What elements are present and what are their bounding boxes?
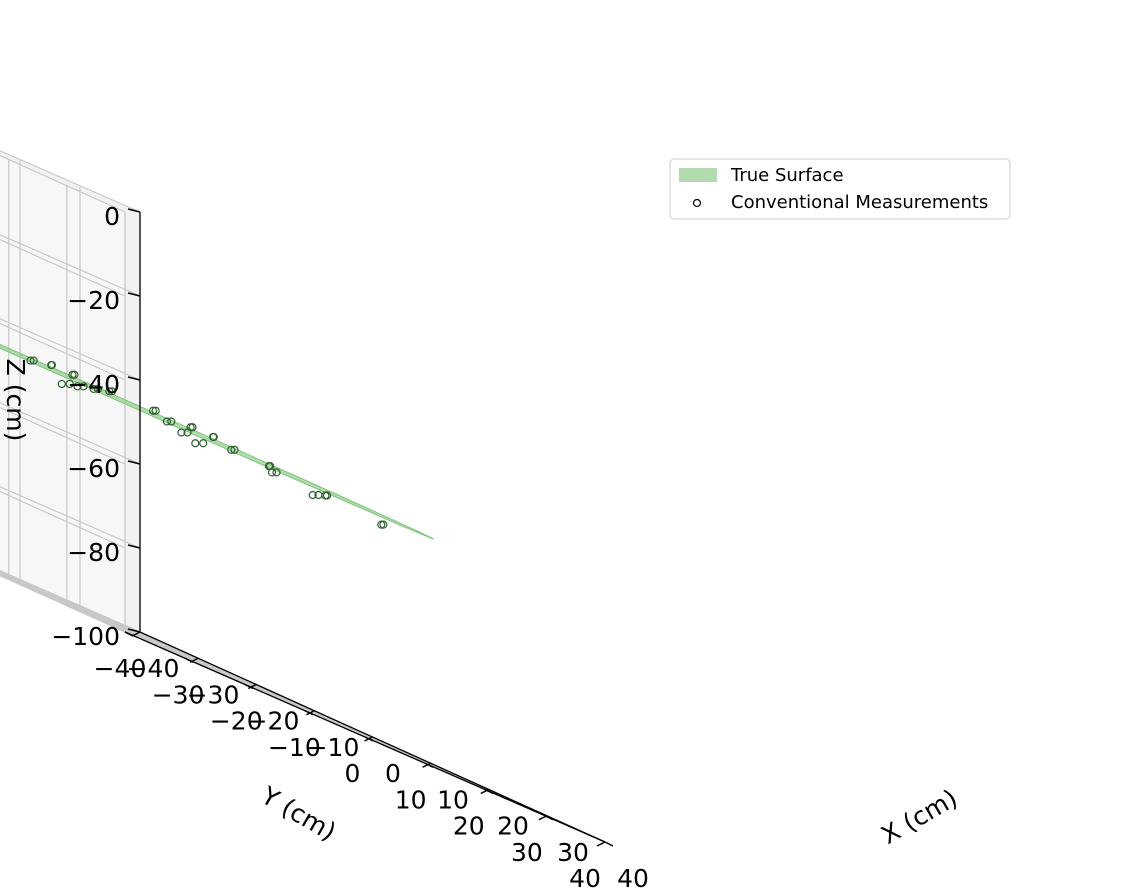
x-tick-label: −40	[127, 654, 180, 683]
point	[377, 520, 386, 529]
x-tick-label: 20	[497, 812, 529, 841]
grid-line	[0, 318, 141, 381]
point	[73, 382, 82, 391]
z-tick-label: −60	[67, 454, 120, 483]
legend: True Surface Conventional Measurements	[669, 158, 1011, 220]
grid-line	[0, 322, 126, 381]
y-tick-label: −10	[268, 733, 321, 762]
y-tick-label: −20	[210, 707, 263, 736]
grid-line	[0, 406, 126, 465]
point	[191, 439, 200, 448]
point	[183, 428, 192, 437]
point	[29, 356, 38, 365]
tick-mark	[127, 208, 141, 213]
tick-mark	[604, 841, 614, 847]
axis-line	[124, 631, 606, 843]
x-tick-label: −30	[187, 680, 240, 709]
point	[47, 360, 57, 370]
grid-line	[0, 570, 141, 633]
point	[148, 406, 158, 415]
legend-swatch	[679, 168, 717, 182]
tick-mark	[127, 544, 141, 549]
grid-line	[0, 238, 126, 297]
grid-line	[0, 486, 141, 549]
y-tick-label: 20	[453, 812, 485, 841]
point	[26, 356, 35, 365]
tick-mark	[422, 762, 431, 768]
point	[65, 379, 74, 389]
legend-label: True Surface	[730, 165, 844, 186]
tick-mark	[127, 292, 141, 297]
legend-box	[669, 158, 1011, 220]
grid-line	[0, 572, 315, 712]
point	[162, 417, 172, 426]
point	[107, 387, 117, 396]
grid-line	[0, 570, 199, 659]
y-tick-label: −40	[94, 654, 147, 683]
tick-mark	[247, 683, 257, 690]
grid-line	[8, 578, 489, 791]
z-tick-label: 0	[104, 202, 120, 231]
point	[308, 490, 317, 500]
point	[267, 468, 277, 477]
grid-line	[0, 150, 141, 213]
x-axis-label: X (cm)	[876, 783, 962, 849]
x-tick-label: −20	[247, 707, 300, 736]
grid-line	[0, 574, 431, 764]
grid-line	[0, 490, 126, 549]
tick-mark	[127, 460, 141, 465]
tick-mark	[596, 841, 606, 847]
tick-mark	[127, 628, 141, 633]
point	[272, 468, 281, 477]
legend-marker	[692, 198, 702, 208]
axes: −40−30−20−10010203040−40−30−20−100102030…	[51, 202, 649, 892]
point	[105, 387, 114, 396]
x-tick-label: 10	[437, 785, 469, 814]
grid-line	[0, 234, 141, 297]
panes	[0, 150, 605, 842]
point	[70, 370, 79, 379]
y-tick-label: 40	[569, 864, 601, 892]
wall-pane	[0, 155, 125, 632]
z-axis-label: Z (cm)	[1, 359, 30, 442]
y-tick-label: 30	[511, 838, 543, 867]
point	[79, 382, 88, 391]
z-tick-label: −40	[67, 370, 120, 399]
point	[177, 428, 186, 437]
grid-line	[0, 574, 126, 633]
marks	[0, 343, 435, 540]
point	[89, 384, 98, 394]
y-tick-label: 0	[345, 759, 361, 788]
point	[151, 406, 160, 415]
grid-line	[0, 402, 141, 465]
axis-line	[139, 631, 606, 843]
z-tick-label: −20	[67, 286, 120, 315]
x-tick-label: 40	[617, 864, 649, 892]
grid-line	[0, 573, 373, 738]
point	[167, 417, 176, 426]
x-tick-label: 0	[385, 759, 401, 788]
point	[199, 439, 208, 448]
y-axis-label: Y (cm)	[256, 780, 341, 846]
point	[227, 445, 236, 454]
y-tick-label: 10	[395, 785, 427, 814]
point	[230, 445, 239, 454]
point	[57, 379, 66, 389]
point	[93, 384, 103, 394]
tick-mark	[127, 376, 141, 381]
grid-line	[0, 571, 257, 686]
point	[314, 490, 323, 500]
x-tick-label: −10	[307, 733, 360, 762]
point	[208, 432, 218, 442]
point	[264, 462, 274, 471]
legend-label: Conventional Measurements	[731, 192, 988, 213]
grid-line	[0, 154, 126, 213]
grid-line	[66, 605, 548, 817]
x-tick-label: 30	[557, 838, 589, 867]
y-tick-label: −30	[152, 680, 205, 709]
z-tick-label: −100	[51, 622, 120, 651]
z-tick-label: −80	[67, 538, 120, 567]
